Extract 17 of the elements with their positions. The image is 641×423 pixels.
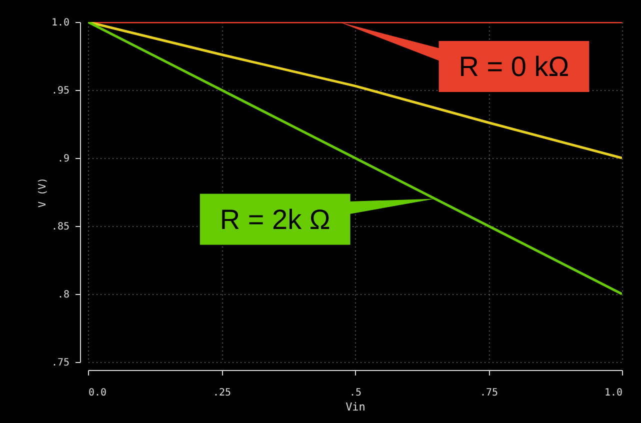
y-tick-label: .8	[57, 290, 70, 300]
x-tick-label: .5	[349, 388, 362, 398]
line-series	[88, 22, 622, 296]
y-tick-label: .9	[57, 154, 70, 164]
y-axis-title: V (V)	[37, 177, 48, 208]
x-tick-label: 0.0	[88, 388, 107, 398]
x-tick-label: 1.0	[604, 388, 622, 398]
annotation: R = 2k Ω	[220, 204, 330, 235]
y-tick-label: 1.0	[51, 18, 70, 28]
y-tick-label: .95	[51, 86, 70, 96]
x-axis-title: Vin	[346, 400, 366, 414]
annotation: R = 0 kΩ	[458, 51, 570, 82]
line-series	[88, 22, 622, 160]
x-tick-label: .25	[212, 388, 232, 398]
x-tick-label: .75	[480, 388, 498, 398]
y-tick-label: .85	[51, 222, 70, 232]
y-tick-label: .75	[51, 358, 70, 368]
